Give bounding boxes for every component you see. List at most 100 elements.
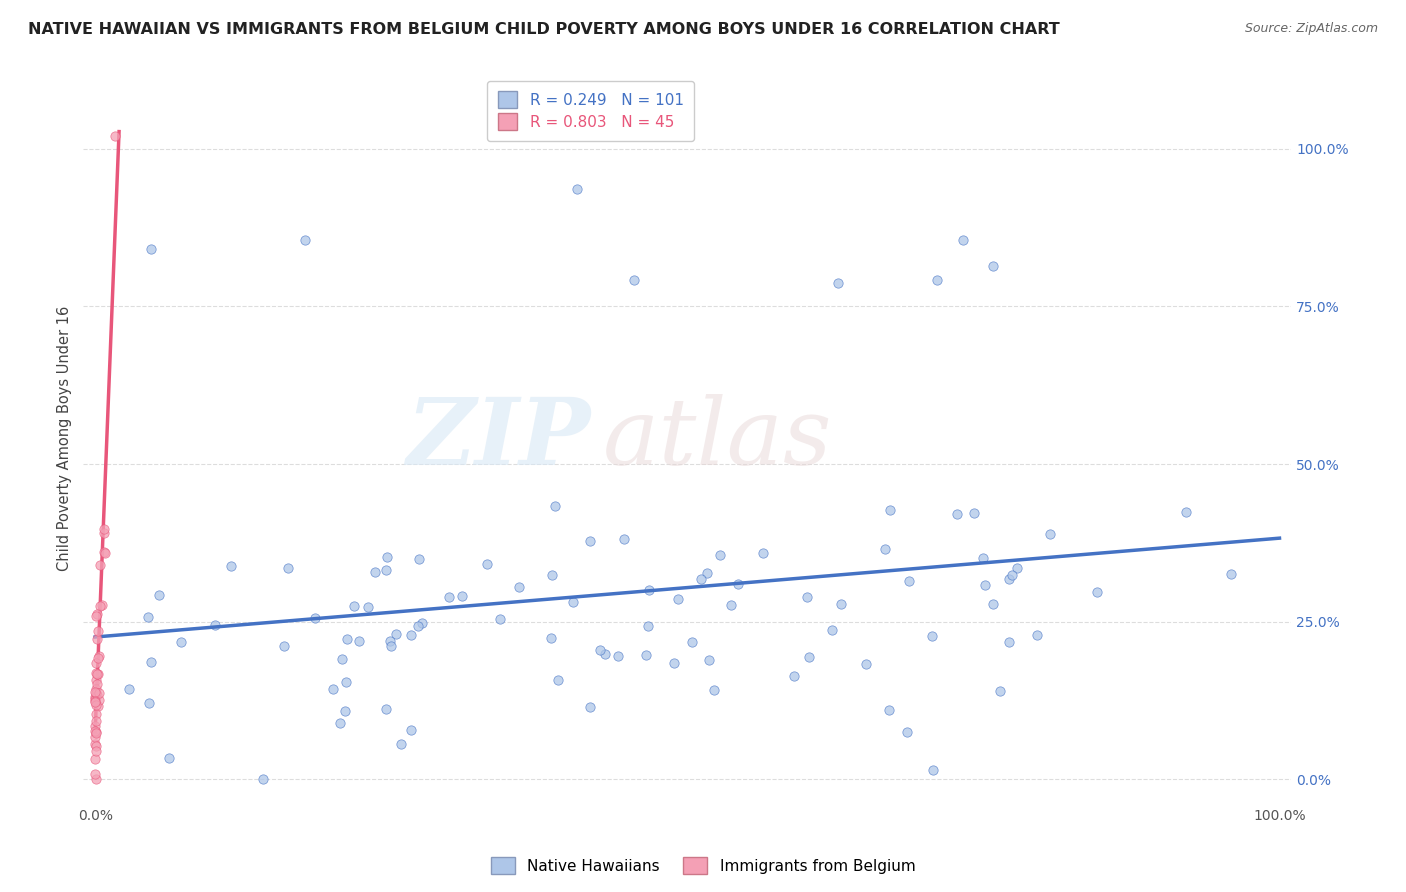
Point bbox=[544, 499, 567, 513]
Point bbox=[879, 703, 901, 717]
Point bbox=[364, 566, 387, 580]
Point bbox=[84, 737, 107, 751]
Point bbox=[389, 737, 412, 751]
Point bbox=[988, 683, 1011, 698]
Point bbox=[84, 725, 107, 739]
Point bbox=[981, 259, 1004, 273]
Point bbox=[221, 559, 243, 574]
Point bbox=[720, 598, 742, 612]
Point bbox=[87, 686, 110, 700]
Point bbox=[540, 631, 562, 645]
Point bbox=[952, 233, 974, 247]
Point bbox=[925, 273, 948, 287]
Point bbox=[972, 550, 994, 565]
Point bbox=[375, 550, 398, 565]
Point bbox=[136, 610, 159, 624]
Point bbox=[962, 506, 984, 520]
Point bbox=[821, 624, 844, 638]
Point bbox=[703, 683, 725, 698]
Point bbox=[385, 627, 408, 641]
Point bbox=[827, 276, 849, 290]
Point bbox=[89, 648, 111, 663]
Point bbox=[86, 607, 108, 621]
Point bbox=[508, 580, 530, 594]
Point bbox=[613, 533, 636, 547]
Point bbox=[681, 635, 703, 649]
Point bbox=[330, 651, 353, 665]
Point bbox=[93, 545, 115, 559]
Point bbox=[93, 526, 115, 541]
Point bbox=[333, 704, 356, 718]
Point bbox=[411, 616, 433, 631]
Point bbox=[343, 599, 366, 613]
Point bbox=[273, 639, 295, 653]
Point bbox=[87, 693, 110, 707]
Point bbox=[86, 656, 108, 670]
Point bbox=[148, 588, 170, 602]
Point bbox=[998, 635, 1021, 649]
Point bbox=[636, 648, 658, 663]
Point bbox=[349, 633, 371, 648]
Point bbox=[380, 639, 402, 653]
Point bbox=[84, 695, 107, 709]
Point bbox=[84, 681, 107, 696]
Point bbox=[579, 699, 602, 714]
Point bbox=[437, 590, 460, 604]
Point bbox=[84, 719, 107, 733]
Text: Source: ZipAtlas.com: Source: ZipAtlas.com bbox=[1244, 22, 1378, 36]
Point bbox=[141, 242, 163, 256]
Point bbox=[589, 643, 612, 657]
Point bbox=[406, 619, 429, 633]
Point bbox=[93, 522, 115, 536]
Point bbox=[921, 629, 943, 643]
Point bbox=[84, 690, 107, 704]
Point bbox=[830, 598, 852, 612]
Point bbox=[567, 182, 589, 196]
Point bbox=[399, 723, 422, 738]
Point bbox=[450, 589, 472, 603]
Point bbox=[727, 576, 749, 591]
Point bbox=[322, 681, 344, 696]
Point bbox=[294, 233, 316, 247]
Point bbox=[1039, 527, 1062, 541]
Point bbox=[1220, 567, 1243, 582]
Point bbox=[84, 772, 107, 787]
Legend: R = 0.249   N = 101, R = 0.803   N = 45: R = 0.249 N = 101, R = 0.803 N = 45 bbox=[486, 80, 695, 141]
Point bbox=[1085, 584, 1108, 599]
Point bbox=[170, 635, 193, 649]
Point bbox=[623, 273, 645, 287]
Point bbox=[796, 590, 818, 604]
Point bbox=[84, 673, 107, 688]
Point bbox=[357, 600, 380, 615]
Point bbox=[118, 682, 141, 697]
Point bbox=[637, 582, 659, 597]
Point bbox=[84, 686, 107, 700]
Point bbox=[709, 548, 731, 562]
Point bbox=[90, 598, 112, 612]
Point bbox=[138, 696, 160, 710]
Point bbox=[562, 595, 585, 609]
Point bbox=[488, 612, 510, 626]
Point bbox=[84, 723, 107, 738]
Point bbox=[380, 633, 402, 648]
Point bbox=[783, 669, 806, 683]
Point bbox=[946, 507, 969, 521]
Point bbox=[896, 725, 918, 739]
Point bbox=[84, 730, 107, 744]
Point bbox=[84, 707, 107, 722]
Point bbox=[981, 597, 1004, 611]
Point bbox=[408, 552, 430, 566]
Point bbox=[204, 617, 226, 632]
Point bbox=[593, 647, 616, 661]
Point bbox=[84, 767, 107, 781]
Point bbox=[84, 698, 107, 712]
Point bbox=[84, 752, 107, 766]
Text: NATIVE HAWAIIAN VS IMMIGRANTS FROM BELGIUM CHILD POVERTY AMONG BOYS UNDER 16 COR: NATIVE HAWAIIAN VS IMMIGRANTS FROM BELGI… bbox=[28, 22, 1060, 37]
Point bbox=[141, 655, 163, 669]
Point bbox=[84, 685, 107, 699]
Point bbox=[84, 726, 107, 740]
Point bbox=[1175, 505, 1198, 519]
Point bbox=[84, 694, 107, 708]
Point bbox=[879, 503, 901, 517]
Y-axis label: Child Poverty Among Boys Under 16: Child Poverty Among Boys Under 16 bbox=[58, 306, 72, 572]
